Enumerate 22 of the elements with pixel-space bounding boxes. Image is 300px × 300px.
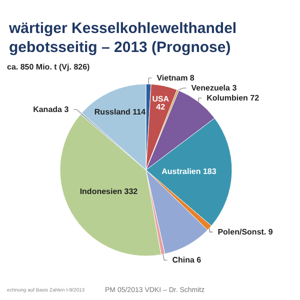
data-label: 3 <box>232 84 238 93</box>
slice-label: Kolumbien <box>206 94 248 103</box>
slice-label: Vietnam <box>156 74 188 83</box>
chart-title: wärtiger Kesselkohlewelthandel gebotsseitig – 2013 (Prognose) <box>8 20 237 56</box>
data-label: 72 <box>250 94 260 103</box>
data-label: 8 <box>190 74 195 83</box>
data-label: 6 <box>196 256 202 265</box>
slice-label: Indonesien <box>80 186 122 196</box>
data-label: 114 <box>132 107 146 116</box>
data-label: 332 <box>124 186 138 196</box>
data-label: 3 <box>64 105 70 114</box>
slice-label: USA <box>152 94 170 104</box>
data-label: 183 <box>202 166 217 176</box>
slice-label: China <box>172 256 196 265</box>
data-label: 42 <box>156 102 166 112</box>
slice-label: Russland <box>94 107 131 116</box>
data-label: 9 <box>268 227 274 236</box>
chart-subtitle: ca. 850 Mio. t (Vj. 826) <box>7 62 90 72</box>
slice-label: Polen/Sonst. <box>218 227 266 236</box>
slice-label: Venezuela <box>191 84 231 93</box>
slice-label: Kanada <box>33 105 63 114</box>
slice-label: Australien <box>162 166 201 176</box>
